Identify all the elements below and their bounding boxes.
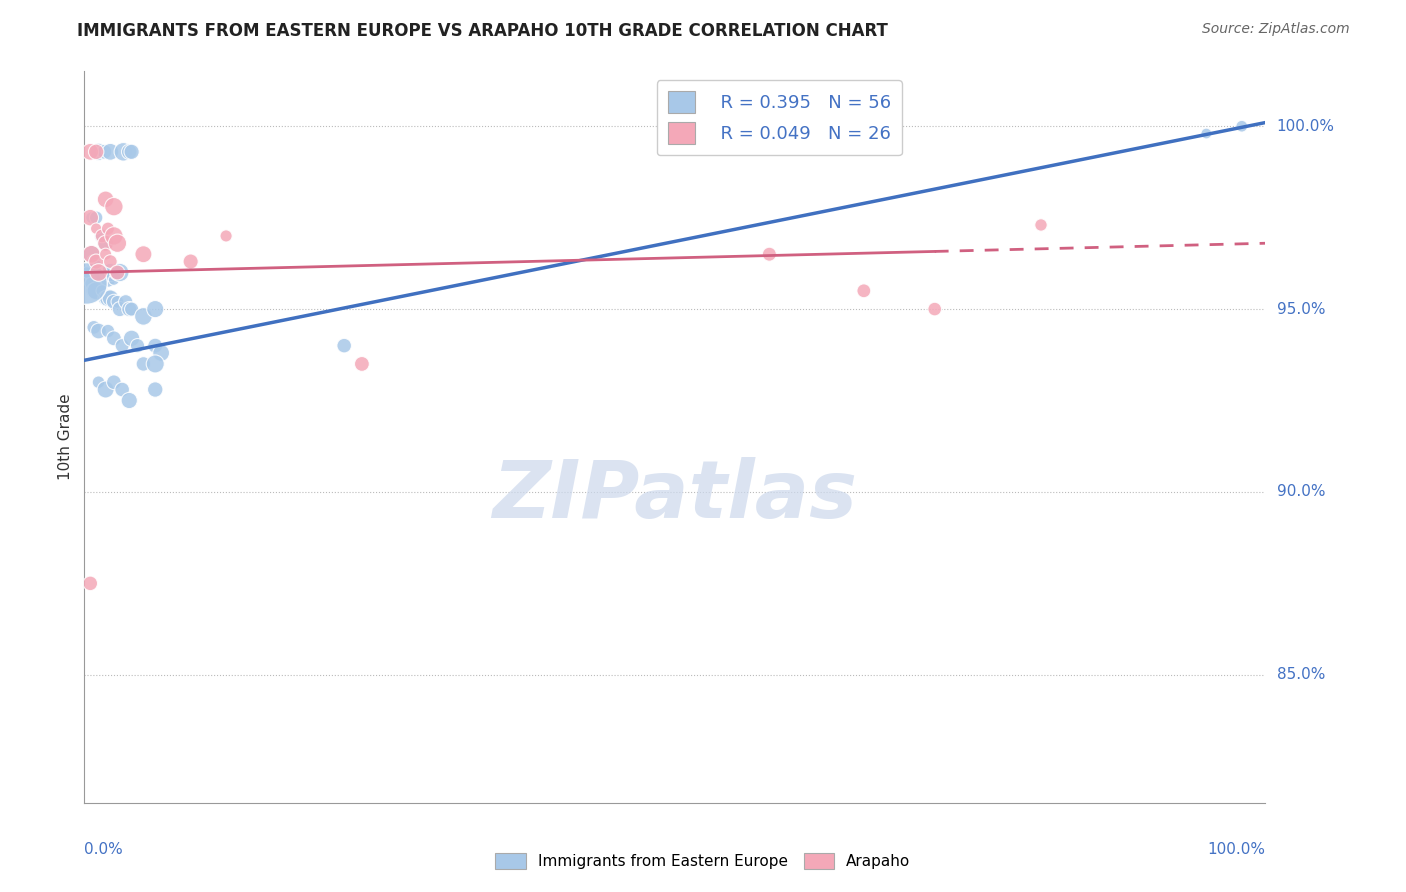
Point — [97, 291, 120, 305]
Point — [97, 221, 120, 235]
Point — [143, 383, 166, 397]
Point — [121, 331, 143, 345]
Point — [143, 357, 166, 371]
Point — [118, 145, 141, 159]
Point — [350, 357, 373, 371]
Point — [114, 294, 136, 309]
Text: ZIPatlas: ZIPatlas — [492, 457, 858, 534]
Point — [108, 301, 131, 317]
Point — [143, 339, 166, 353]
Point — [87, 265, 110, 279]
Point — [94, 236, 117, 251]
Point — [87, 324, 110, 338]
Point — [1195, 127, 1218, 141]
Point — [87, 145, 110, 159]
Point — [84, 254, 107, 268]
Point — [103, 273, 125, 287]
Point — [1230, 119, 1253, 133]
Text: 85.0%: 85.0% — [1277, 667, 1324, 682]
Legend:   R = 0.395   N = 56,   R = 0.049   N = 26: R = 0.395 N = 56, R = 0.049 N = 26 — [657, 80, 903, 155]
Point — [97, 324, 120, 338]
Point — [83, 320, 105, 334]
Point — [94, 265, 117, 279]
Point — [103, 375, 125, 389]
Point — [91, 265, 114, 279]
Point — [94, 383, 117, 397]
Point — [94, 236, 117, 251]
Point — [84, 284, 107, 298]
Point — [1029, 218, 1052, 232]
Point — [98, 145, 121, 159]
Text: 90.0%: 90.0% — [1277, 484, 1324, 500]
Point — [91, 284, 114, 298]
Legend: Immigrants from Eastern Europe, Arapaho: Immigrants from Eastern Europe, Arapaho — [489, 847, 917, 875]
Point — [132, 310, 155, 324]
Point — [98, 254, 121, 268]
Point — [121, 145, 143, 159]
Point — [150, 346, 173, 360]
Point — [97, 273, 120, 287]
Point — [121, 301, 143, 317]
Point — [132, 247, 155, 261]
Point — [75, 277, 97, 291]
Text: 0.0%: 0.0% — [84, 842, 124, 856]
Point — [80, 247, 103, 261]
Point — [143, 301, 166, 317]
Point — [94, 291, 117, 305]
Point — [79, 211, 101, 225]
Point — [83, 254, 105, 268]
Point — [180, 254, 202, 268]
Point — [107, 236, 129, 251]
Text: 100.0%: 100.0% — [1277, 119, 1334, 134]
Point — [94, 193, 117, 207]
Text: IMMIGRANTS FROM EASTERN EUROPE VS ARAPAHO 10TH GRADE CORRELATION CHART: IMMIGRANTS FROM EASTERN EUROPE VS ARAPAH… — [77, 22, 889, 40]
Point — [924, 301, 946, 317]
Y-axis label: 10th Grade: 10th Grade — [58, 393, 73, 481]
Point — [84, 221, 107, 235]
Point — [87, 265, 110, 279]
Point — [108, 265, 131, 279]
Point — [80, 211, 103, 225]
Point — [94, 247, 117, 261]
Point — [107, 265, 129, 279]
Point — [83, 284, 105, 298]
Point — [111, 339, 134, 353]
Point — [118, 301, 141, 317]
Point — [84, 145, 107, 159]
Point — [87, 375, 110, 389]
Point — [79, 145, 101, 159]
Point — [84, 211, 107, 225]
Point — [103, 200, 125, 214]
Point — [103, 228, 125, 243]
Text: 100.0%: 100.0% — [1208, 842, 1265, 856]
Point — [84, 258, 107, 272]
Point — [107, 294, 129, 309]
Point — [98, 291, 121, 305]
Point — [132, 357, 155, 371]
Point — [80, 247, 103, 261]
Point — [215, 228, 238, 243]
Point — [333, 339, 356, 353]
Text: Source: ZipAtlas.com: Source: ZipAtlas.com — [1202, 22, 1350, 37]
Point — [98, 265, 121, 279]
Point — [91, 228, 114, 243]
Point — [79, 576, 101, 591]
Point — [76, 265, 98, 279]
Point — [852, 284, 875, 298]
Point — [80, 277, 103, 291]
Point — [127, 339, 149, 353]
Point — [103, 294, 125, 309]
Point — [111, 383, 134, 397]
Point — [107, 265, 129, 279]
Point — [91, 228, 114, 243]
Point — [118, 393, 141, 408]
Point — [93, 145, 115, 159]
Point — [112, 145, 135, 159]
Text: 95.0%: 95.0% — [1277, 301, 1324, 317]
Point — [103, 331, 125, 345]
Point — [758, 247, 780, 261]
